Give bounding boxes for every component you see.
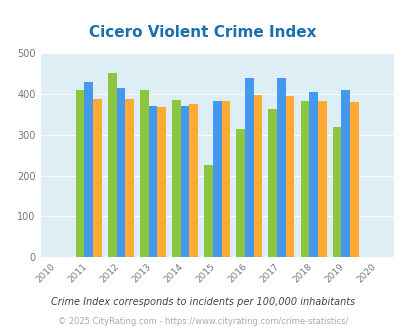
- Bar: [285, 96, 294, 257]
- Bar: [172, 100, 180, 257]
- Bar: [244, 78, 253, 257]
- Bar: [317, 102, 326, 257]
- Bar: [76, 90, 84, 257]
- Bar: [221, 101, 230, 257]
- Bar: [84, 82, 93, 257]
- Bar: [116, 87, 125, 257]
- Bar: [349, 102, 358, 257]
- Bar: [277, 78, 285, 257]
- Bar: [253, 95, 262, 257]
- Text: Crime Index corresponds to incidents per 100,000 inhabitants: Crime Index corresponds to incidents per…: [51, 297, 354, 307]
- Bar: [212, 101, 221, 257]
- Bar: [157, 107, 166, 257]
- Bar: [189, 104, 198, 257]
- Bar: [268, 109, 277, 257]
- Bar: [125, 99, 134, 257]
- Bar: [236, 128, 244, 257]
- Bar: [204, 165, 212, 257]
- Bar: [93, 99, 102, 257]
- Bar: [180, 106, 189, 257]
- Text: Cicero Violent Crime Index: Cicero Violent Crime Index: [89, 25, 316, 40]
- Text: © 2025 CityRating.com - https://www.cityrating.com/crime-statistics/: © 2025 CityRating.com - https://www.city…: [58, 317, 347, 326]
- Bar: [300, 101, 309, 257]
- Bar: [309, 92, 317, 257]
- Bar: [108, 73, 116, 257]
- Bar: [332, 127, 341, 257]
- Bar: [140, 90, 148, 257]
- Bar: [341, 90, 349, 257]
- Bar: [148, 106, 157, 257]
